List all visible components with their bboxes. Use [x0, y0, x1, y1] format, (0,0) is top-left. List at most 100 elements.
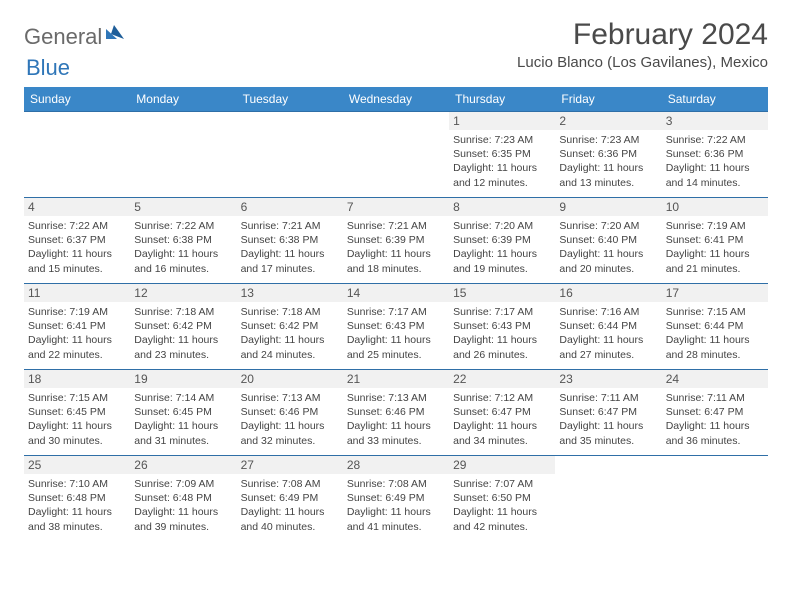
day-detail: Sunrise: 7:15 AMSunset: 6:44 PMDaylight:…	[666, 305, 764, 362]
day-number: 20	[237, 370, 343, 388]
day-detail: Sunrise: 7:13 AMSunset: 6:46 PMDaylight:…	[241, 391, 339, 448]
calendar-cell: 17 Sunrise: 7:15 AMSunset: 6:44 PMDayligh…	[662, 284, 768, 370]
calendar-cell: 24 Sunrise: 7:11 AMSunset: 6:47 PMDayligh…	[662, 370, 768, 456]
calendar-cell: 10 Sunrise: 7:19 AMSunset: 6:41 PMDayligh…	[662, 198, 768, 284]
day-detail: Sunrise: 7:16 AMSunset: 6:44 PMDaylight:…	[559, 305, 657, 362]
calendar-cell: 2 Sunrise: 7:23 AMSunset: 6:36 PMDaylight…	[555, 112, 661, 198]
calendar-cell: 22 Sunrise: 7:12 AMSunset: 6:47 PMDayligh…	[449, 370, 555, 456]
calendar-cell: 1 Sunrise: 7:23 AMSunset: 6:35 PMDaylight…	[449, 112, 555, 198]
calendar-cell	[662, 456, 768, 542]
day-detail: Sunrise: 7:12 AMSunset: 6:47 PMDaylight:…	[453, 391, 551, 448]
calendar-cell: 27Sunrise: 7:08 AMSunset: 6:49 PMDayligh…	[237, 456, 343, 542]
day-detail: Sunrise: 7:22 AMSunset: 6:38 PMDaylight:…	[134, 219, 232, 276]
day-detail: Sunrise: 7:17 AMSunset: 6:43 PMDaylight:…	[453, 305, 551, 362]
day-number: 13	[237, 284, 343, 302]
calendar-cell: 3Sunrise: 7:22 AMSunset: 6:36 PMDaylight…	[662, 112, 768, 198]
day-number: 5	[130, 198, 236, 216]
calendar-cell: 13 Sunrise: 7:18 AMSunset: 6:42 PMDayligh…	[237, 284, 343, 370]
day-detail: Sunrise: 7:19 AMSunset: 6:41 PMDaylight:…	[28, 305, 126, 362]
month-title: February 2024	[517, 18, 768, 52]
calendar-cell: 15 Sunrise: 7:17 AMSunset: 6:43 PMDayligh…	[449, 284, 555, 370]
day-detail: Sunrise: 7:07 AMSunset: 6:50 PMDaylight:…	[453, 477, 551, 534]
calendar-cell: 8Sunrise: 7:20 AMSunset: 6:39 PMDaylight…	[449, 198, 555, 284]
day-number: 7	[343, 198, 449, 216]
day-detail: Sunrise: 7:15 AMSunset: 6:45 PMDaylight:…	[28, 391, 126, 448]
calendar-cell: 25 Sunrise: 7:10 AMSunset: 6:48 PMDayligh…	[24, 456, 130, 542]
day-number: 22	[449, 370, 555, 388]
day-detail: Sunrise: 7:21 AMSunset: 6:39 PMDaylight:…	[347, 219, 445, 276]
day-number: 11	[24, 284, 130, 302]
calendar-week-row: 25 Sunrise: 7:10 AMSunset: 6:48 PMDayligh…	[24, 456, 768, 542]
calendar-week-row: 1 Sunrise: 7:23 AMSunset: 6:35 PMDaylight…	[24, 112, 768, 198]
brand-mark-icon	[106, 25, 124, 39]
day-detail: Sunrise: 7:08 AMSunset: 6:49 PMDaylight:…	[347, 477, 445, 534]
day-detail: Sunrise: 7:18 AMSunset: 6:42 PMDaylight:…	[134, 305, 232, 362]
weekday-header: Sunday	[24, 87, 130, 112]
brand-text-1: General	[24, 24, 102, 50]
weekday-header: Saturday	[662, 87, 768, 112]
day-number: 19	[130, 370, 236, 388]
calendar-cell: 21 Sunrise: 7:13 AMSunset: 6:46 PMDayligh…	[343, 370, 449, 456]
calendar-cell: 16 Sunrise: 7:16 AMSunset: 6:44 PMDayligh…	[555, 284, 661, 370]
calendar-week-row: 18 Sunrise: 7:15 AMSunset: 6:45 PMDayligh…	[24, 370, 768, 456]
day-detail: Sunrise: 7:23 AMSunset: 6:36 PMDaylight:…	[559, 133, 657, 190]
calendar-cell: 18 Sunrise: 7:15 AMSunset: 6:45 PMDayligh…	[24, 370, 130, 456]
day-detail: Sunrise: 7:18 AMSunset: 6:42 PMDaylight:…	[241, 305, 339, 362]
day-detail: Sunrise: 7:14 AMSunset: 6:45 PMDaylight:…	[134, 391, 232, 448]
day-number: 26	[130, 456, 236, 474]
calendar-cell: 26 Sunrise: 7:09 AMSunset: 6:48 PMDayligh…	[130, 456, 236, 542]
day-detail: Sunrise: 7:22 AMSunset: 6:37 PMDaylight:…	[28, 219, 126, 276]
day-detail: Sunrise: 7:21 AMSunset: 6:38 PMDaylight:…	[241, 219, 339, 276]
day-number: 16	[555, 284, 661, 302]
day-number: 17	[662, 284, 768, 302]
calendar-cell: 11 Sunrise: 7:19 AMSunset: 6:41 PMDayligh…	[24, 284, 130, 370]
day-number: 21	[343, 370, 449, 388]
day-number: 4	[24, 198, 130, 216]
weekday-header: Thursday	[449, 87, 555, 112]
calendar-cell	[237, 112, 343, 198]
calendar-cell: 7 Sunrise: 7:21 AMSunset: 6:39 PMDaylight…	[343, 198, 449, 284]
day-detail: Sunrise: 7:19 AMSunset: 6:41 PMDaylight:…	[666, 219, 764, 276]
day-detail: Sunrise: 7:13 AMSunset: 6:46 PMDaylight:…	[347, 391, 445, 448]
weekday-header: Tuesday	[237, 87, 343, 112]
calendar-cell: 23Sunrise: 7:11 AMSunset: 6:47 PMDayligh…	[555, 370, 661, 456]
calendar-cell: 5 Sunrise: 7:22 AMSunset: 6:38 PMDaylight…	[130, 198, 236, 284]
calendar-cell: 19 Sunrise: 7:14 AMSunset: 6:45 PMDayligh…	[130, 370, 236, 456]
calendar-cell	[24, 112, 130, 198]
day-number: 18	[24, 370, 130, 388]
calendar-week-row: 11 Sunrise: 7:19 AMSunset: 6:41 PMDayligh…	[24, 284, 768, 370]
calendar-table: SundayMondayTuesdayWednesdayThursdayFrid…	[24, 87, 768, 542]
day-number: 25	[24, 456, 130, 474]
weekday-header: Wednesday	[343, 87, 449, 112]
day-number: 6	[237, 198, 343, 216]
day-number: 2	[555, 112, 661, 130]
day-detail: Sunrise: 7:09 AMSunset: 6:48 PMDaylight:…	[134, 477, 232, 534]
day-detail: Sunrise: 7:17 AMSunset: 6:43 PMDaylight:…	[347, 305, 445, 362]
day-number: 10	[662, 198, 768, 216]
calendar-cell: 6 Sunrise: 7:21 AMSunset: 6:38 PMDaylight…	[237, 198, 343, 284]
calendar-cell: 29 Sunrise: 7:07 AMSunset: 6:50 PMDayligh…	[449, 456, 555, 542]
calendar-cell: 4 Sunrise: 7:22 AMSunset: 6:37 PMDaylight…	[24, 198, 130, 284]
day-detail: Sunrise: 7:10 AMSunset: 6:48 PMDaylight:…	[28, 477, 126, 534]
calendar-cell: 12 Sunrise: 7:18 AMSunset: 6:42 PMDayligh…	[130, 284, 236, 370]
brand-text-2: Blue	[26, 55, 70, 80]
location-subtitle: Lucio Blanco (Los Gavilanes), Mexico	[517, 54, 768, 71]
calendar-cell	[555, 456, 661, 542]
calendar-cell: 14Sunrise: 7:17 AMSunset: 6:43 PMDayligh…	[343, 284, 449, 370]
day-detail: Sunrise: 7:11 AMSunset: 6:47 PMDaylight:…	[666, 391, 764, 448]
weekday-header: Friday	[555, 87, 661, 112]
weekday-header: Monday	[130, 87, 236, 112]
calendar-cell: 28Sunrise: 7:08 AMSunset: 6:49 PMDayligh…	[343, 456, 449, 542]
calendar-week-row: 4 Sunrise: 7:22 AMSunset: 6:37 PMDaylight…	[24, 198, 768, 284]
day-number: 29	[449, 456, 555, 474]
calendar-cell	[130, 112, 236, 198]
calendar-cell: 20 Sunrise: 7:13 AMSunset: 6:46 PMDayligh…	[237, 370, 343, 456]
day-number: 9	[555, 198, 661, 216]
calendar-cell	[343, 112, 449, 198]
day-number: 15	[449, 284, 555, 302]
day-number: 23	[555, 370, 661, 388]
day-number: 1	[449, 112, 555, 130]
day-detail: Sunrise: 7:23 AMSunset: 6:35 PMDaylight:…	[453, 133, 551, 190]
day-number: 24	[662, 370, 768, 388]
day-number: 12	[130, 284, 236, 302]
